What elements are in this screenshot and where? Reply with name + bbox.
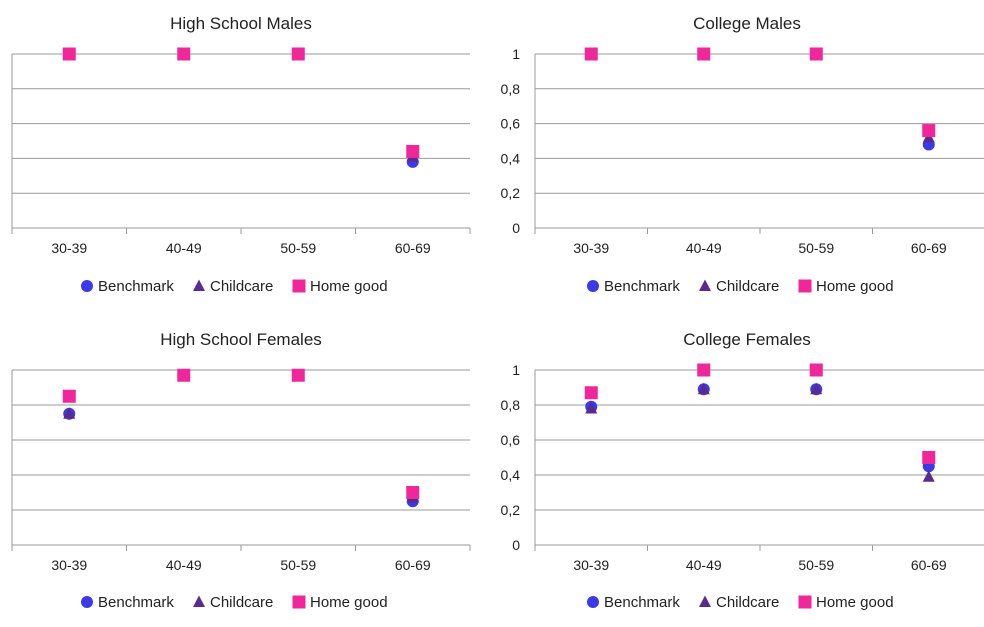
legend: Benchmark Childcare Home good	[81, 278, 388, 295]
x-tick-label: 30-39	[51, 557, 87, 573]
data-point-home-good	[291, 368, 305, 382]
data-point-home-good	[809, 47, 823, 61]
legend-label: Benchmark	[604, 594, 680, 611]
chart-panel-1: High School Males 30-39 40-49 50-59 60-69 Ben…	[11, 14, 471, 295]
data-point-home-good	[177, 47, 191, 61]
data-point-home-good	[406, 144, 420, 158]
y-tick-label: 0,4	[501, 467, 521, 483]
x-tick-label: 60-69	[911, 557, 947, 573]
y-tick-label: 0,6	[501, 116, 521, 132]
legend-marker-childcare	[699, 595, 711, 607]
data-point-home-good	[809, 363, 823, 377]
legend-label: Home good	[816, 594, 894, 611]
x-tick-label: 60-69	[911, 240, 947, 256]
data-point-childcare	[697, 382, 710, 395]
legend-label: Benchmark	[98, 594, 174, 611]
y-tick-label: 0,6	[501, 432, 521, 448]
legend-label: Childcare	[716, 594, 779, 611]
legend: Benchmark Childcare Home good	[587, 594, 894, 611]
chart-title: College Females	[683, 330, 811, 349]
x-tick-label: 30-39	[51, 240, 87, 256]
legend-marker-childcare	[193, 595, 205, 607]
x-tick-label: 30-39	[573, 240, 609, 256]
y-tick-label: 1	[512, 362, 520, 378]
x-tick-label: 40-49	[686, 557, 722, 573]
y-tick-label: 0,2	[501, 502, 521, 518]
legend-marker-home-good	[798, 595, 812, 609]
data-point-childcare	[810, 382, 823, 395]
legend-marker-childcare	[193, 279, 205, 291]
data-point-home-good	[291, 47, 305, 61]
data-point-home-good	[584, 386, 598, 400]
y-tick-label: 0,2	[501, 185, 521, 201]
legend-marker-home-good	[292, 595, 306, 609]
legend-label: Childcare	[210, 594, 273, 611]
data-point-home-good	[922, 451, 936, 464]
x-tick-label: 60-69	[395, 557, 431, 573]
data-point-childcare	[585, 402, 598, 414]
data-point-home-good	[697, 363, 711, 377]
chart-title: High School Males	[170, 14, 312, 33]
legend-marker-benchmark	[587, 280, 599, 292]
y-tick-label: 0	[512, 537, 520, 553]
legend-label: Childcare	[210, 278, 273, 295]
y-tick-label: 1	[512, 46, 520, 62]
legend-marker-benchmark	[81, 596, 93, 608]
chart-panel-3: High School Females 30-39 40-49 50-59 60-69 B…	[11, 330, 471, 611]
legend-label: Home good	[816, 278, 894, 295]
data-point-home-good	[62, 389, 76, 403]
data-point-home-good	[406, 486, 420, 499]
chart-panel-4: College Females 0 0,2 0,4 0,6 0,8 1 30-39 40-49 5…	[501, 330, 984, 611]
legend-marker-childcare	[699, 279, 711, 291]
legend-marker-home-good	[798, 279, 812, 293]
x-tick-label: 50-59	[280, 240, 316, 256]
data-point-home-good	[922, 124, 936, 138]
legend-label: Benchmark	[98, 278, 174, 295]
y-tick-label: 0,8	[501, 397, 521, 413]
legend-marker-benchmark	[81, 280, 93, 292]
x-tick-label: 40-49	[166, 557, 202, 573]
chart-panel-2: College Males 0 0,2 0,4 0,6 0,8 1 30-39 40-49 50-…	[501, 14, 984, 295]
x-tick-label: 50-59	[798, 240, 834, 256]
legend: Benchmark Childcare Home good	[587, 278, 894, 295]
data-point-home-good	[584, 47, 598, 61]
chart-title: High School Females	[160, 330, 322, 349]
legend-marker-home-good	[292, 279, 306, 293]
x-tick-label: 30-39	[573, 557, 609, 573]
x-tick-label: 60-69	[395, 240, 431, 256]
y-tick-label: 0	[512, 220, 520, 236]
y-tick-label: 0,4	[501, 150, 521, 166]
chart-title: College Males	[693, 14, 801, 33]
legend-marker-benchmark	[587, 596, 599, 608]
x-tick-label: 50-59	[280, 557, 316, 573]
x-tick-label: 50-59	[798, 557, 834, 573]
x-tick-label: 40-49	[166, 240, 202, 256]
legend-label: Home good	[310, 278, 388, 295]
legend: Benchmark Childcare Home good	[81, 594, 388, 611]
y-tick-label: 0,8	[501, 81, 521, 97]
data-point-childcare	[63, 407, 76, 419]
legend-label: Home good	[310, 594, 388, 611]
data-point-home-good	[177, 368, 191, 382]
data-point-home-good	[697, 47, 711, 61]
data-point-childcare	[922, 470, 935, 482]
legend-label: Benchmark	[604, 278, 680, 295]
legend-label: Childcare	[716, 278, 779, 295]
data-point-home-good	[62, 47, 76, 61]
x-tick-label: 40-49	[686, 240, 722, 256]
